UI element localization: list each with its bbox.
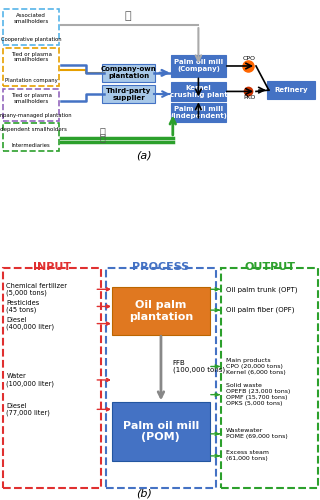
Text: Oil palm trunk (OPT): Oil palm trunk (OPT) bbox=[226, 286, 297, 292]
Text: Plantation company: Plantation company bbox=[5, 78, 58, 84]
Text: Tied or plasma
smallholders: Tied or plasma smallholders bbox=[11, 52, 52, 62]
FancyBboxPatch shape bbox=[102, 85, 155, 103]
FancyBboxPatch shape bbox=[171, 55, 226, 77]
FancyBboxPatch shape bbox=[102, 64, 155, 82]
Text: Intermediaries: Intermediaries bbox=[12, 144, 51, 148]
Text: Kernel
crushing plant: Kernel crushing plant bbox=[170, 85, 227, 98]
Text: Chemical fertilizer
(5,000 tons): Chemical fertilizer (5,000 tons) bbox=[6, 282, 68, 296]
Text: Palm oil mill
(Independent): Palm oil mill (Independent) bbox=[170, 106, 227, 119]
Text: 🚚: 🚚 bbox=[125, 11, 131, 21]
Text: Independent smallholders: Independent smallholders bbox=[0, 127, 67, 132]
Text: FFB
(100,000 tons): FFB (100,000 tons) bbox=[173, 360, 225, 373]
Text: Refinery: Refinery bbox=[274, 87, 308, 93]
FancyBboxPatch shape bbox=[171, 104, 226, 122]
Text: PKO: PKO bbox=[244, 94, 256, 100]
Text: Diesel
(400,000 liter): Diesel (400,000 liter) bbox=[6, 317, 54, 330]
Text: Palm oil mill
(Company): Palm oil mill (Company) bbox=[174, 60, 223, 72]
Text: Water
(100,000 liter): Water (100,000 liter) bbox=[6, 373, 54, 386]
Text: Oil palm
plantation: Oil palm plantation bbox=[129, 300, 193, 322]
Text: Company-own
plantation: Company-own plantation bbox=[101, 66, 157, 80]
Text: Solid waste
OPEFB (23,000 tons)
OPMF (15,700 tons)
OPKS (5,000 tons): Solid waste OPEFB (23,000 tons) OPMF (15… bbox=[226, 384, 290, 406]
Text: INPUT: INPUT bbox=[33, 262, 71, 272]
Text: Pesticides
(45 tons): Pesticides (45 tons) bbox=[6, 300, 40, 313]
FancyBboxPatch shape bbox=[112, 287, 210, 335]
Text: Associated
smallholders: Associated smallholders bbox=[13, 13, 49, 24]
Text: Wastewater
POME (69,000 tons): Wastewater POME (69,000 tons) bbox=[226, 428, 287, 439]
Text: CPO: CPO bbox=[243, 56, 256, 62]
Text: Excess steam
(61,000 tons): Excess steam (61,000 tons) bbox=[226, 450, 268, 462]
Text: Oil palm fiber (OPF): Oil palm fiber (OPF) bbox=[226, 307, 294, 314]
Text: Tied or plasma
smallholders: Tied or plasma smallholders bbox=[11, 93, 52, 104]
Text: Palm oil mill
(POM): Palm oil mill (POM) bbox=[123, 420, 199, 442]
Text: (b): (b) bbox=[136, 489, 152, 499]
Text: PROCESS: PROCESS bbox=[132, 262, 189, 272]
Text: Main products
CPO (20,000 tons)
Kernel (6,000 tons): Main products CPO (20,000 tons) Kernel (… bbox=[226, 358, 285, 375]
Text: Company-managed plantation: Company-managed plantation bbox=[0, 113, 71, 118]
Text: (a): (a) bbox=[136, 150, 152, 160]
Text: OUTPUT: OUTPUT bbox=[244, 262, 295, 272]
FancyBboxPatch shape bbox=[267, 81, 315, 100]
FancyBboxPatch shape bbox=[112, 402, 210, 461]
Text: Diesel
(77,000 liter): Diesel (77,000 liter) bbox=[6, 402, 50, 416]
Text: Third-party
supplier: Third-party supplier bbox=[106, 88, 151, 101]
FancyBboxPatch shape bbox=[171, 82, 226, 100]
Text: 🚚: 🚚 bbox=[100, 126, 105, 136]
Text: Cooperative plantation: Cooperative plantation bbox=[1, 38, 61, 43]
Text: 🚚: 🚚 bbox=[100, 132, 105, 142]
